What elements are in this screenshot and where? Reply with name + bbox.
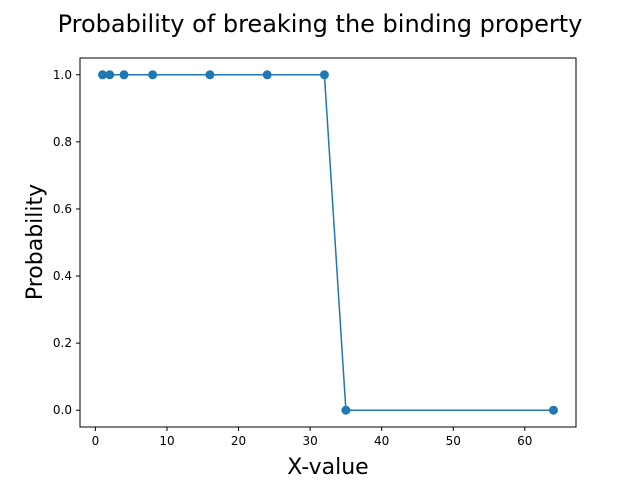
- chart-title: Probability of breaking the binding prop…: [58, 10, 583, 38]
- x-tick-label: 0: [92, 434, 100, 448]
- x-tick-label: 10: [159, 434, 174, 448]
- x-axis-label: X-value: [287, 455, 368, 480]
- data-point: [98, 70, 108, 80]
- y-tick-label: 0.2: [53, 336, 72, 350]
- data-point: [105, 70, 115, 80]
- x-axis-ticks: 0 10 20 30 40 50 60: [92, 427, 532, 448]
- y-axis-ticks: 0.0 0.2 0.4 0.6 0.8 1.0: [53, 68, 80, 417]
- data-point: [119, 70, 129, 80]
- data-point: [341, 405, 351, 415]
- data-point: [148, 70, 158, 80]
- x-tick-label: 50: [446, 434, 461, 448]
- data-point: [319, 70, 329, 80]
- x-tick-label: 60: [517, 434, 532, 448]
- data-point: [262, 70, 272, 80]
- x-tick-label: 40: [374, 434, 389, 448]
- data-point: [548, 405, 558, 415]
- x-tick-label: 30: [302, 434, 317, 448]
- y-tick-label: 0.6: [53, 202, 72, 216]
- y-axis-label: Probability: [23, 184, 48, 300]
- y-tick-label: 0.4: [53, 269, 72, 283]
- data-point: [205, 70, 215, 80]
- plot-frame: [79, 57, 577, 428]
- x-tick-label: 20: [231, 434, 246, 448]
- y-tick-label: 0.0: [53, 403, 72, 417]
- plot-area: 0 10 20 30 40 50 60 0.0 0.2 0.4 0.6 0.8 1.0: [53, 57, 577, 448]
- y-tick-label: 0.8: [53, 135, 72, 149]
- y-tick-label: 1.0: [53, 68, 72, 82]
- series-layer: [98, 70, 558, 415]
